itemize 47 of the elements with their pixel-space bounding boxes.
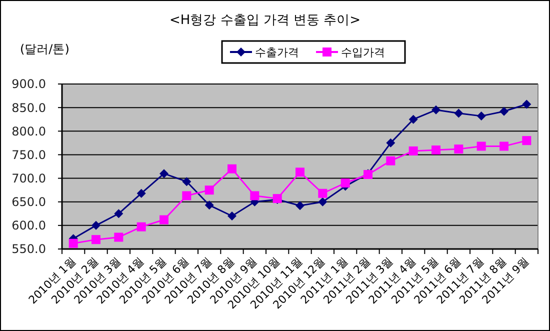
point xyxy=(204,186,214,195)
point xyxy=(476,142,486,151)
point xyxy=(318,188,328,198)
point xyxy=(182,177,192,186)
point xyxy=(432,146,440,154)
point xyxy=(432,105,440,114)
point xyxy=(204,200,214,210)
point xyxy=(228,164,236,174)
point xyxy=(250,191,260,200)
y-tick-label: 600.0 xyxy=(12,218,46,233)
point xyxy=(522,100,532,109)
point xyxy=(408,146,418,156)
point xyxy=(386,156,396,166)
point xyxy=(68,238,78,248)
chart-title: <H형강 수출입 가격 변동 추이> xyxy=(169,13,361,28)
y-tick-label: 850.0 xyxy=(12,100,46,115)
legend-label: 수출가격 xyxy=(255,46,299,59)
point xyxy=(454,144,464,154)
y-axis-title: (달러/톤) xyxy=(20,42,70,56)
y-tick-label: 800.0 xyxy=(12,124,46,138)
legend-label: 수입가격 xyxy=(341,46,385,59)
y-tick-label: 650.0 xyxy=(12,195,46,210)
point xyxy=(136,222,146,232)
point xyxy=(522,136,532,146)
point xyxy=(386,138,396,148)
point xyxy=(160,215,168,224)
y-tick-label: 700.0 xyxy=(12,171,46,186)
point xyxy=(92,220,100,230)
point xyxy=(228,212,236,220)
point xyxy=(318,197,328,206)
point xyxy=(296,168,304,177)
y-tick-label: 900.0 xyxy=(12,77,46,92)
point xyxy=(476,112,486,121)
point xyxy=(408,114,418,124)
point xyxy=(114,209,124,218)
y-tick-label: 750.0 xyxy=(12,148,46,162)
point xyxy=(114,232,124,242)
point xyxy=(92,235,100,244)
point xyxy=(136,188,146,198)
point xyxy=(500,106,508,116)
point xyxy=(182,191,192,200)
point xyxy=(160,169,168,178)
point xyxy=(296,201,304,210)
y-tick-label: 550.0 xyxy=(12,242,46,256)
point xyxy=(500,142,508,151)
point xyxy=(454,108,464,118)
point xyxy=(340,178,350,188)
